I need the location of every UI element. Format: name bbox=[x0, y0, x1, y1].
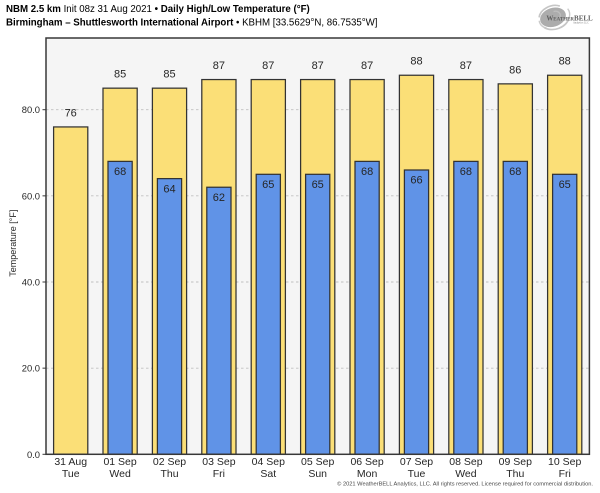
svg-text:87: 87 bbox=[262, 60, 274, 72]
svg-text:88: 88 bbox=[559, 56, 571, 68]
svg-text:86: 86 bbox=[509, 64, 521, 76]
svg-text:62: 62 bbox=[213, 192, 225, 204]
svg-text:06 Sep: 06 Sep bbox=[350, 456, 383, 468]
svg-text:88: 88 bbox=[410, 56, 422, 68]
svg-text:Tue: Tue bbox=[62, 468, 80, 480]
svg-text:Analytics LLC: Analytics LLC bbox=[573, 22, 589, 25]
svg-text:85: 85 bbox=[163, 69, 175, 81]
svg-text:02 Sep: 02 Sep bbox=[153, 456, 186, 468]
svg-text:Sun: Sun bbox=[308, 468, 327, 480]
svg-text:68: 68 bbox=[114, 166, 126, 178]
svg-text:Thu: Thu bbox=[506, 468, 524, 480]
svg-text:01 Sep: 01 Sep bbox=[103, 456, 136, 468]
svg-text:Mon: Mon bbox=[357, 468, 378, 480]
svg-text:Fri: Fri bbox=[559, 468, 571, 480]
svg-text:04 Sep: 04 Sep bbox=[252, 456, 285, 468]
svg-text:03 Sep: 03 Sep bbox=[202, 456, 235, 468]
svg-text:68: 68 bbox=[460, 166, 472, 178]
svg-text:09 Sep: 09 Sep bbox=[499, 456, 532, 468]
svg-text:80.0: 80.0 bbox=[22, 104, 40, 115]
svg-text:NBM 2.5 km Init 08z 31 Aug 202: NBM 2.5 km Init 08z 31 Aug 2021 • Daily … bbox=[6, 4, 310, 15]
svg-text:WEATHERBELL: WEATHERBELL bbox=[546, 14, 593, 22]
svg-text:Temperature [°F]: Temperature [°F] bbox=[8, 210, 18, 277]
svg-text:Wed: Wed bbox=[109, 468, 131, 480]
svg-text:65: 65 bbox=[559, 179, 571, 191]
svg-text:87: 87 bbox=[361, 60, 373, 72]
svg-text:Thu: Thu bbox=[160, 468, 178, 480]
svg-text:65: 65 bbox=[262, 179, 274, 191]
svg-text:87: 87 bbox=[460, 60, 472, 72]
svg-text:07 Sep: 07 Sep bbox=[400, 456, 433, 468]
svg-text:20.0: 20.0 bbox=[22, 363, 40, 374]
svg-text:05 Sep: 05 Sep bbox=[301, 456, 334, 468]
svg-text:0.0: 0.0 bbox=[27, 449, 40, 460]
svg-text:40.0: 40.0 bbox=[22, 277, 40, 288]
svg-text:85: 85 bbox=[114, 69, 126, 81]
svg-text:87: 87 bbox=[213, 60, 225, 72]
svg-text:68: 68 bbox=[361, 166, 373, 178]
svg-text:10 Sep: 10 Sep bbox=[548, 456, 581, 468]
svg-text:Birmingham – Shuttlesworth Int: Birmingham – Shuttlesworth International… bbox=[6, 18, 377, 29]
svg-text:Sat: Sat bbox=[260, 468, 276, 480]
svg-text:Tue: Tue bbox=[408, 468, 426, 480]
svg-text:Wed: Wed bbox=[455, 468, 477, 480]
svg-text:08 Sep: 08 Sep bbox=[449, 456, 482, 468]
svg-text:64: 64 bbox=[163, 183, 175, 195]
svg-text:31 Aug: 31 Aug bbox=[54, 456, 87, 468]
svg-text:65: 65 bbox=[312, 179, 324, 191]
svg-text:68: 68 bbox=[509, 166, 521, 178]
svg-text:Fri: Fri bbox=[213, 468, 225, 480]
svg-text:© 2021 WeatherBELL Analytics,: © 2021 WeatherBELL Analytics, LLC. All r… bbox=[337, 480, 593, 487]
svg-text:76: 76 bbox=[65, 107, 77, 119]
svg-text:60.0: 60.0 bbox=[22, 190, 40, 201]
svg-text:66: 66 bbox=[410, 175, 422, 187]
svg-text:87: 87 bbox=[312, 60, 324, 72]
